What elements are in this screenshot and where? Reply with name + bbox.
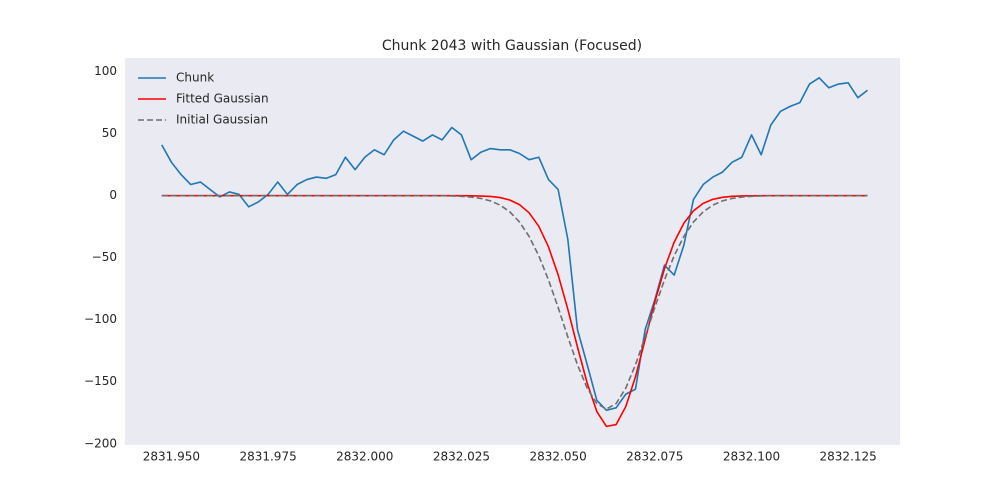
y-tick-label: 100 xyxy=(94,64,117,78)
chart-title: Chunk 2043 with Gaussian (Focused) xyxy=(382,38,642,54)
y-tick-label: 50 xyxy=(102,126,117,140)
x-tick-label: 2832.050 xyxy=(530,450,587,464)
x-tick-label: 2832.100 xyxy=(723,450,780,464)
y-tick-label: −50 xyxy=(92,250,117,264)
x-tick-label: 2831.950 xyxy=(143,450,200,464)
y-tick-label: −100 xyxy=(84,312,117,326)
series-line xyxy=(161,77,868,412)
legend-label: Initial Gaussian xyxy=(176,113,268,127)
legend-label: Chunk xyxy=(176,71,214,85)
y-tick-label: −150 xyxy=(84,374,117,388)
series-line xyxy=(161,194,868,410)
x-tick-label: 2832.125 xyxy=(820,450,877,464)
x-tick-label: 2832.025 xyxy=(433,450,490,464)
y-tick-label: 0 xyxy=(109,188,117,202)
x-tick-label: 2832.000 xyxy=(336,450,393,464)
legend-label: Fitted Gaussian xyxy=(176,92,269,106)
y-tick-label: −200 xyxy=(84,436,117,450)
plot-area xyxy=(125,58,900,445)
x-tick-label: 2832.075 xyxy=(626,450,683,464)
x-tick-label: 2831.975 xyxy=(239,450,296,464)
